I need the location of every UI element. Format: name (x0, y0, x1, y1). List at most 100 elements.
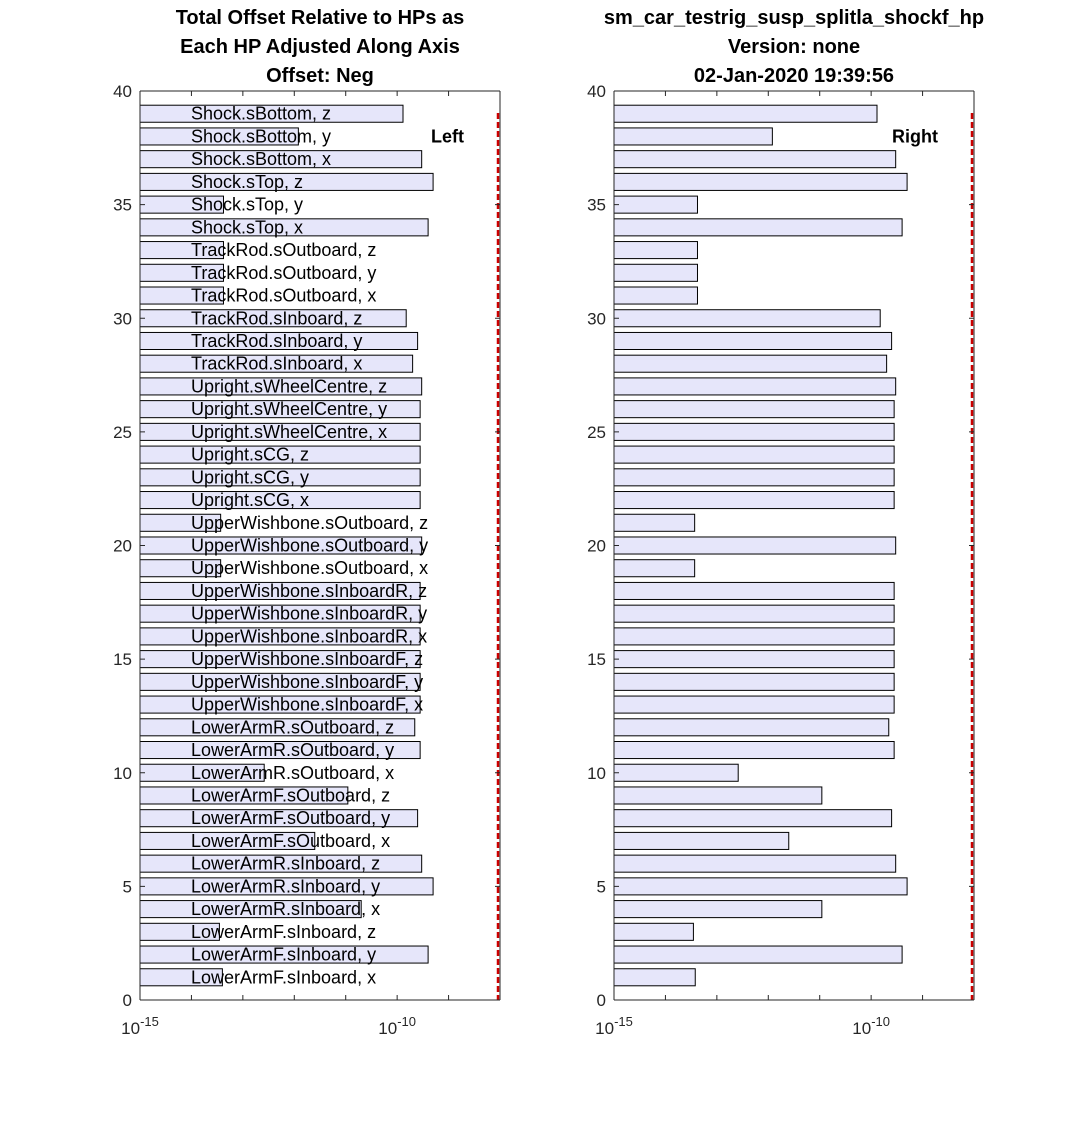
y-tick-label: 25 (113, 423, 132, 442)
y-tick-label: 5 (123, 877, 132, 896)
bar-label: UpperWishbone.sInboardF, y (191, 672, 423, 692)
bar-label: LowerArmF.sOutboard, x (191, 831, 390, 851)
bar (613, 536, 897, 555)
left-chart: Total Offset Relative to HPs as Each HP A… (113, 7, 501, 1038)
bar-label: LowerArmF.sInboard, x (191, 967, 376, 987)
bar (613, 150, 897, 169)
bar (613, 900, 823, 919)
chart-title-line: 02-Jan-2020 19:39:56 (694, 65, 894, 87)
y-tick-label: 15 (587, 650, 606, 669)
bar-label: LowerArmF.sOutboard, y (191, 808, 390, 828)
bar (613, 491, 895, 510)
chart-title-line: Each HP Adjusted Along Axis (180, 36, 460, 58)
y-tick-label: 20 (587, 537, 606, 556)
bar-label: UpperWishbone.sOutboard, z (191, 513, 428, 533)
x-tick-exponent: -15 (614, 1014, 633, 1029)
bar (613, 741, 895, 760)
bar (613, 650, 895, 669)
x-tick-exponent: -10 (397, 1014, 416, 1029)
side-label: Right (892, 126, 938, 146)
bar (613, 400, 895, 419)
bar-label: Shock.sTop, y (191, 195, 303, 215)
bar (613, 695, 895, 714)
bar (613, 604, 895, 623)
bar (613, 104, 878, 123)
bar-label: TrackRod.sInboard, z (191, 308, 362, 328)
y-tick-label: 40 (587, 82, 606, 101)
y-tick-label: 10 (113, 764, 132, 783)
bar (613, 195, 698, 214)
bar (613, 786, 823, 805)
bar (613, 445, 895, 464)
x-tick-label: 10-15 (595, 1014, 633, 1038)
bar-label: Shock.sTop, x (191, 217, 303, 237)
y-tick-label: 30 (113, 309, 132, 328)
chart-title-line: Version: none (728, 36, 860, 58)
y-tick-label: 15 (113, 650, 132, 669)
bar (613, 581, 895, 600)
bar (613, 968, 696, 987)
y-tick-label: 20 (113, 537, 132, 556)
bar (613, 127, 773, 146)
bar-label: Upright.sCG, x (191, 490, 309, 510)
bar-label: Upright.sCG, z (191, 445, 309, 465)
bar-label: UpperWishbone.sInboardR, z (191, 581, 427, 601)
y-tick-label: 0 (597, 991, 606, 1010)
bar-label: UpperWishbone.sInboardF, x (191, 695, 423, 715)
bar (613, 422, 895, 441)
bar (613, 309, 881, 328)
y-tick-label: 10 (587, 764, 606, 783)
bar-label: Upright.sCG, y (191, 467, 309, 487)
bar-label: UpperWishbone.sInboardF, z (191, 649, 423, 669)
x-tick-label: 10-10 (852, 1014, 890, 1038)
chart-title-line: Total Offset Relative to HPs as (176, 7, 465, 29)
bar (613, 809, 893, 828)
bar-label: TrackRod.sInboard, x (191, 354, 362, 374)
bar-label: Upright.sWheelCentre, y (191, 399, 387, 419)
bar (613, 559, 696, 578)
bar (613, 241, 698, 260)
bar (613, 945, 903, 964)
bar (613, 922, 694, 941)
y-tick-label: 40 (113, 82, 132, 101)
bar-label: Shock.sBottom, y (191, 126, 331, 146)
bar (613, 263, 698, 282)
bar-label: LowerArmR.sInboard, x (191, 899, 380, 919)
y-tick-label: 30 (587, 309, 606, 328)
bar (613, 672, 895, 691)
x-tick-base: 10 (852, 1019, 871, 1038)
y-tick-label: 35 (587, 196, 606, 215)
bar-label: TrackRod.sOutboard, x (191, 286, 376, 306)
bar-label: LowerArmR.sOutboard, y (191, 740, 394, 760)
bar-label: LowerArmR.sInboard, z (191, 854, 380, 874)
y-tick-label: 25 (587, 423, 606, 442)
chart-title-line: Offset: Neg (266, 65, 374, 87)
x-tick-base: 10 (595, 1019, 614, 1038)
right-chart: sm_car_testrig_susp_splitla_shockf_hp Ver… (587, 7, 984, 1038)
x-tick-exponent: -10 (871, 1014, 890, 1029)
y-tick-label: 0 (123, 991, 132, 1010)
bar (613, 854, 897, 873)
bar (613, 831, 790, 850)
bar-label: UpperWishbone.sInboardR, x (191, 626, 427, 646)
bar-label: Shock.sBottom, x (191, 149, 331, 169)
x-tick-base: 10 (121, 1019, 140, 1038)
chart-title-line: sm_car_testrig_susp_splitla_shockf_hp (604, 7, 984, 29)
bar (613, 718, 890, 737)
bar-label: UpperWishbone.sOutboard, x (191, 558, 428, 578)
bar (613, 354, 888, 373)
y-tick-label: 35 (113, 196, 132, 215)
side-label: Left (431, 126, 464, 146)
bar (613, 377, 897, 396)
bar (613, 468, 895, 487)
bar-label: TrackRod.sOutboard, z (191, 240, 376, 260)
x-tick-base: 10 (378, 1019, 397, 1038)
x-tick-label: 10-15 (121, 1014, 159, 1038)
bar-label: LowerArmR.sOutboard, z (191, 717, 394, 737)
bar (613, 513, 696, 532)
bar-label: UpperWishbone.sInboardR, y (191, 604, 427, 624)
bar-label: TrackRod.sInboard, y (191, 331, 362, 351)
bar-label: LowerArmR.sOutboard, x (191, 763, 394, 783)
bar-label: Upright.sWheelCentre, x (191, 422, 387, 442)
bar-label: Upright.sWheelCentre, z (191, 376, 387, 396)
